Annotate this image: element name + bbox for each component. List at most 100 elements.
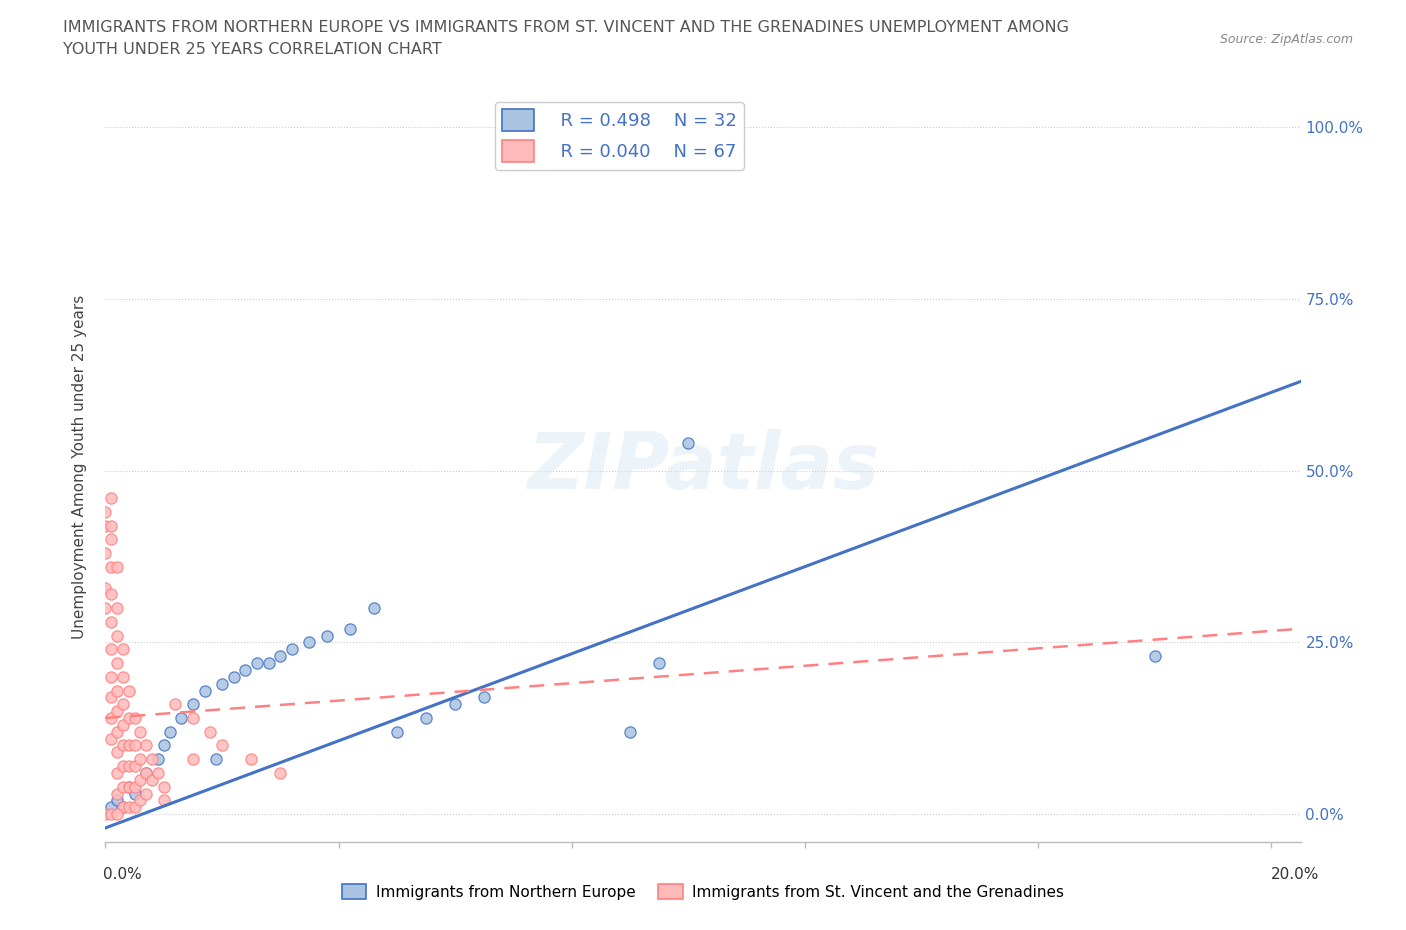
Point [385,724,408,739]
Point [100,800,122,815]
Point [100,806,122,821]
Point [222,670,245,684]
Point [235,662,257,677]
Point [105,793,128,808]
Point [111,800,134,815]
Y-axis label: Unemployment Among Youth under 25 years: Unemployment Among Youth under 25 years [72,295,87,640]
Point [105,560,128,575]
Point [269,765,291,780]
Point [181,697,204,711]
Point [141,773,163,788]
Text: ZIPatlas: ZIPatlas [527,430,879,505]
Point [94,806,117,821]
Point [94,505,117,520]
Point [94,546,117,561]
Point [124,759,146,774]
Point [105,628,128,643]
Point [648,656,671,671]
Point [181,751,204,766]
Point [94,601,117,616]
Point [141,751,163,766]
Point [118,779,141,794]
Point [129,751,152,766]
Point [170,711,193,725]
Point [619,724,641,739]
Point [474,690,496,705]
Point [118,759,141,774]
Point [105,724,128,739]
Point [205,751,228,766]
Point [152,779,174,794]
Point [118,684,141,698]
Point [269,649,291,664]
Point [135,786,157,801]
Point [240,751,263,766]
Point [100,642,122,657]
Point [105,656,128,671]
Point [211,738,233,753]
Point [111,642,134,657]
Point [111,717,134,732]
Point [100,532,122,547]
Text: 20.0%: 20.0% [1271,867,1319,882]
Point [124,786,146,801]
Point [94,580,117,595]
Point [181,711,204,725]
Point [124,779,146,794]
Point [100,731,122,746]
Point [146,765,169,780]
Point [200,724,222,739]
Point [118,800,141,815]
Point [111,800,134,815]
Point [118,711,141,725]
Point [100,587,122,602]
Point [415,711,437,725]
Point [100,491,122,506]
Point [281,642,304,657]
Text: YOUTH UNDER 25 YEARS CORRELATION CHART: YOUTH UNDER 25 YEARS CORRELATION CHART [63,42,441,57]
Legend: Immigrants from Northern Europe, Immigrants from St. Vincent and the Grenadines: Immigrants from Northern Europe, Immigra… [336,877,1070,906]
Point [129,773,152,788]
Point [339,621,361,636]
Point [94,518,117,533]
Point [678,436,700,451]
Point [159,724,181,739]
Point [257,656,280,671]
Point [193,684,215,698]
Point [100,615,122,630]
Point [118,738,141,753]
Point [105,601,128,616]
Text: Source: ZipAtlas.com: Source: ZipAtlas.com [1219,33,1353,46]
Point [118,779,141,794]
Point [152,738,174,753]
Text: 0.0%: 0.0% [103,867,142,882]
Point [135,738,157,753]
Point [124,800,146,815]
Point [129,724,152,739]
Point [105,786,128,801]
Point [100,690,122,705]
Point [1143,649,1166,664]
Point [100,560,122,575]
Legend:   R = 0.498    N = 32,   R = 0.040    N = 67: R = 0.498 N = 32, R = 0.040 N = 67 [495,102,744,169]
Point [444,697,467,711]
Point [100,670,122,684]
Point [105,704,128,719]
Point [105,684,128,698]
Point [165,697,187,711]
Text: IMMIGRANTS FROM NORTHERN EUROPE VS IMMIGRANTS FROM ST. VINCENT AND THE GRENADINE: IMMIGRANTS FROM NORTHERN EUROPE VS IMMIG… [63,20,1070,35]
Point [124,738,146,753]
Point [105,806,128,821]
Point [298,635,321,650]
Point [316,628,339,643]
Point [129,793,152,808]
Point [135,765,157,780]
Point [211,676,233,691]
Point [152,793,174,808]
Point [111,738,134,753]
Point [111,759,134,774]
Point [246,656,269,671]
Point [100,518,122,533]
Point [105,765,128,780]
Point [124,711,146,725]
